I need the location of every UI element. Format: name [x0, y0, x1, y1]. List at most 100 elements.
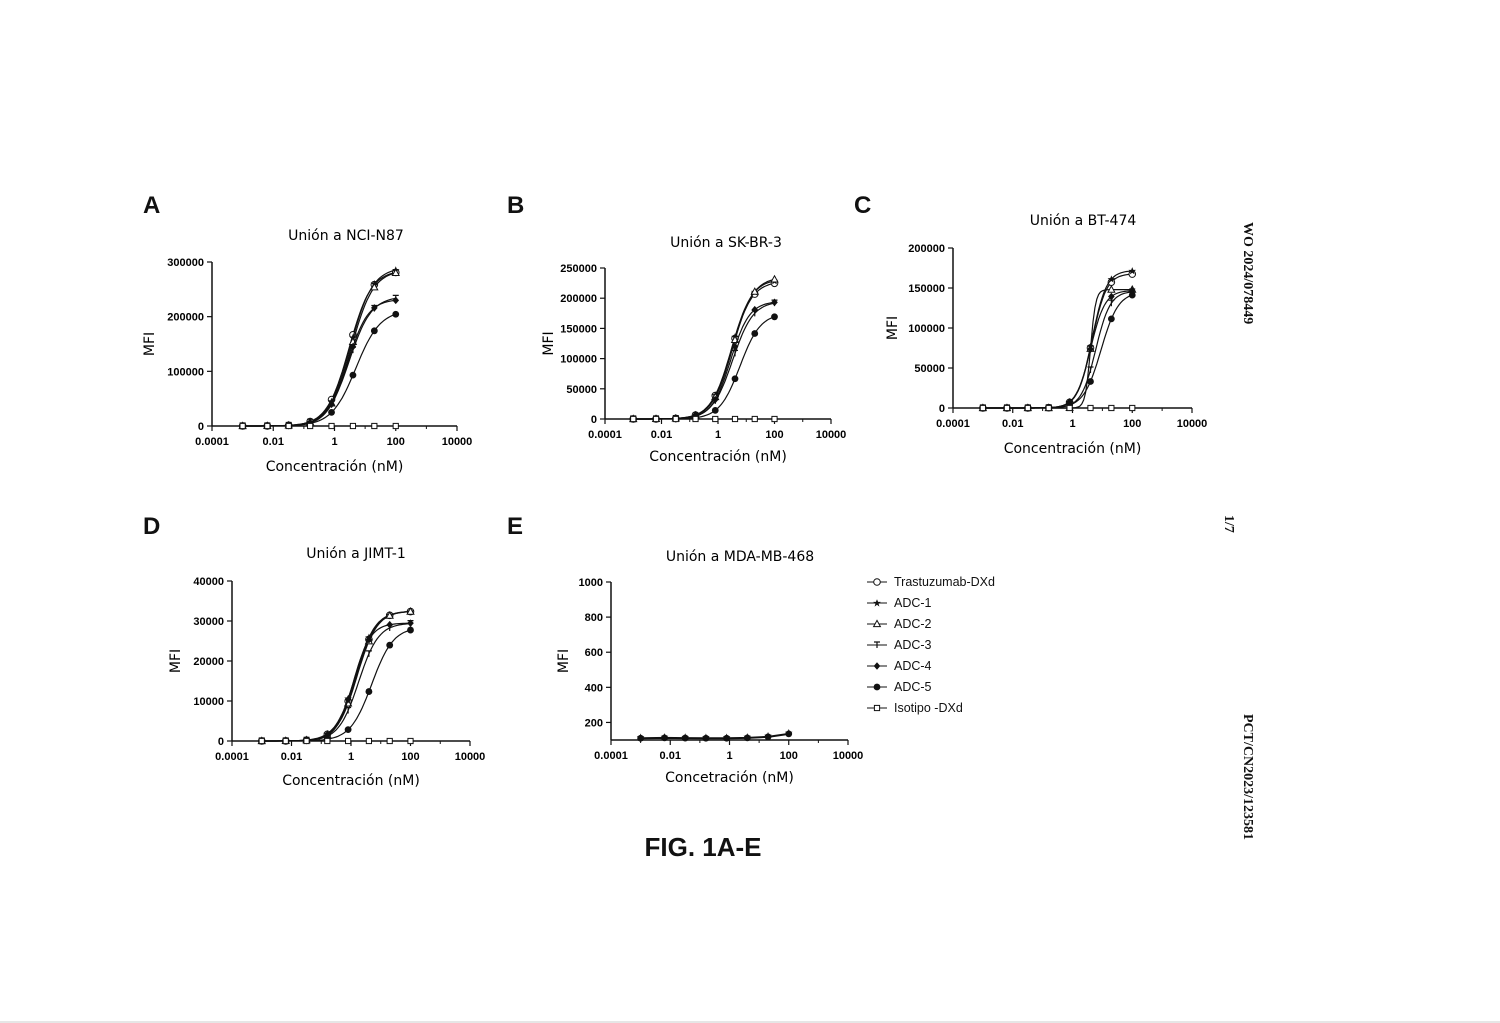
data-point	[324, 737, 331, 745]
x-tick-label: 0.0001	[936, 418, 970, 430]
x-tick-label: 100	[401, 751, 419, 763]
legend-label: ADC-5	[894, 679, 932, 694]
series-adc-2	[257, 606, 415, 745]
y-tick-label: 150000	[908, 283, 945, 295]
legend-label: ADC-1	[894, 595, 932, 610]
data-point	[324, 731, 331, 740]
x-tick-label: 0.0001	[594, 750, 628, 762]
panel-letter-d: D	[143, 513, 161, 540]
y-axis-title: MFI	[541, 331, 557, 355]
fit-line	[261, 610, 411, 742]
y-tick-label: 50000	[566, 384, 597, 396]
legend-marker	[873, 598, 881, 607]
fit-line	[633, 278, 775, 420]
x-tick-label: 10000	[455, 751, 486, 763]
data-point	[258, 737, 265, 745]
legend-marker-icon	[867, 640, 887, 648]
data-point	[345, 706, 352, 714]
chart-title: Unión a JIMT-1	[306, 546, 406, 562]
y-tick-label: 200000	[560, 293, 597, 305]
y-axis-title: MFI	[168, 649, 184, 673]
data-point	[303, 737, 310, 745]
x-tick-label: 0.01	[281, 751, 302, 763]
legend-item-isotipo-dxd: Isotipo -DXd	[866, 697, 995, 718]
data-point	[345, 737, 352, 745]
legend-label: Isotipo -DXd	[894, 700, 963, 715]
x-tick-label: 0.0001	[195, 436, 229, 448]
data-point	[371, 304, 378, 312]
data-point	[771, 298, 778, 307]
x-tick-label: 100	[387, 436, 405, 448]
legend-item-adc-5: ADC-5	[866, 676, 995, 697]
fit-line	[261, 622, 411, 742]
data-point	[764, 732, 772, 740]
legend-marker-icon	[867, 683, 887, 690]
y-tick-label: 200000	[908, 243, 945, 255]
data-point	[636, 733, 645, 741]
series-adc-5	[629, 313, 778, 423]
y-tick-label: 800	[585, 612, 603, 624]
x-tick-label: 0.01	[263, 436, 284, 448]
y-tick-label: 10000	[193, 696, 224, 708]
chart-title: Unión a MDA-MB-468	[666, 549, 814, 565]
y-tick-label: 150000	[560, 323, 597, 335]
data-point	[370, 282, 379, 291]
x-axis-title: Concetración (nM)	[665, 770, 794, 786]
legend-label: ADC-4	[894, 658, 932, 673]
legend-marker-icon	[867, 661, 887, 670]
data-point	[681, 733, 690, 741]
data-point	[771, 415, 778, 423]
data-point	[1108, 404, 1115, 412]
y-tick-label: 400	[585, 682, 603, 694]
series-adc-2	[978, 284, 1137, 412]
legend: Trastuzumab-DXd ADC-1 ADC-2 ADC-3 ADC-4 ADC-5…	[866, 571, 995, 718]
series-adc-4	[258, 619, 414, 745]
data-point	[1024, 404, 1031, 412]
y-tick-label: 40000	[193, 576, 224, 588]
data-point	[386, 620, 394, 629]
fit-line	[640, 732, 789, 740]
data-point	[386, 641, 394, 649]
data-point	[371, 422, 378, 430]
data-point	[722, 733, 731, 741]
x-tick-label: 10000	[816, 429, 847, 441]
series-trastuzumab-dxd	[629, 279, 779, 423]
series-all	[636, 729, 793, 742]
series-adc-5	[239, 310, 400, 430]
fit-line	[261, 611, 411, 742]
chart-panel-e: 0.0001 0.01 1 100 10000 200 400 600 800 1000 Unión…	[556, 549, 863, 786]
x-tick-label: 10000	[833, 750, 864, 762]
data-point	[979, 404, 986, 412]
fit-line	[633, 302, 775, 420]
legend-marker-icon	[867, 598, 887, 607]
y-tick-label: 0	[198, 421, 204, 433]
data-point	[307, 422, 314, 430]
x-tick-label: 100	[1123, 418, 1141, 430]
x-tick-label: 1	[726, 750, 732, 762]
x-tick-label: 0.01	[1002, 418, 1023, 430]
data-point	[264, 422, 271, 430]
series-adc-2	[238, 268, 400, 430]
y-tick-label: 1000	[579, 577, 603, 589]
x-tick-label: 100	[780, 750, 798, 762]
data-point	[282, 737, 289, 745]
data-point	[365, 635, 373, 644]
fit-line	[242, 297, 396, 427]
data-point	[784, 729, 793, 737]
data-point	[751, 415, 758, 423]
data-point	[770, 274, 779, 283]
data-point	[692, 415, 699, 423]
data-point	[365, 737, 373, 745]
series-isotipo-dxd	[258, 737, 414, 745]
data-point	[328, 422, 335, 430]
y-tick-label: 600	[585, 647, 603, 659]
legend-marker	[873, 661, 881, 670]
fit-line	[633, 280, 775, 420]
y-tick-label: 0	[218, 736, 224, 748]
y-tick-label: 100000	[167, 366, 204, 378]
data-point	[751, 305, 759, 314]
figure-caption: FIG. 1A-E	[644, 832, 762, 862]
data-point	[349, 342, 357, 351]
data-point	[1107, 275, 1116, 283]
x-tick-label: 1	[715, 429, 721, 441]
